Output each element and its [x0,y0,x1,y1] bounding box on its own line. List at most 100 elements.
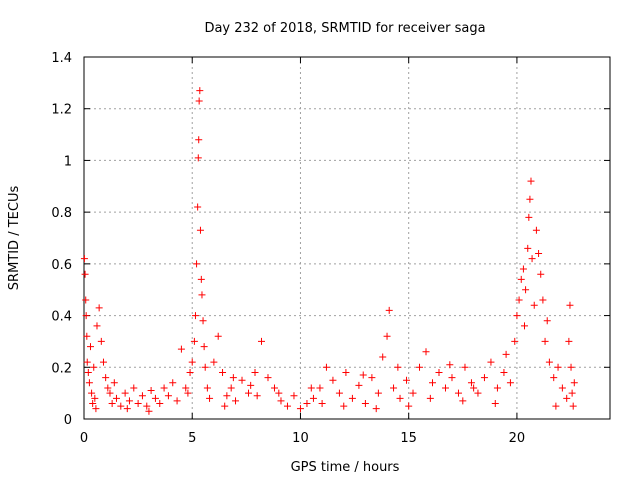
data-point [125,397,133,405]
data-point [502,350,510,358]
data-point [206,394,214,402]
data-point [200,343,208,351]
data-point [565,337,573,345]
data-point [511,337,519,345]
data-point [191,312,199,320]
data-point [275,389,283,397]
data-point [368,374,376,382]
data-point [85,379,93,387]
data-point [99,358,107,366]
x-tick-label: 10 [292,431,309,446]
data-point [422,348,430,356]
data-points [80,87,578,415]
data-point [143,402,151,410]
x-tick-label: 0 [80,431,88,446]
data-point [454,389,462,397]
data-point [322,363,330,371]
data-point [151,394,159,402]
data-point [203,384,211,392]
data-point [88,389,96,397]
data-point [355,381,363,389]
data-point [164,392,172,400]
data-point [526,195,534,203]
data-point [520,322,528,330]
data-point [474,389,482,397]
data-point [130,384,138,392]
data-point [535,250,543,258]
data-point [196,226,204,234]
data-point [117,402,125,410]
data-point [390,384,398,392]
data-point [82,296,90,304]
data-point [515,296,523,304]
data-point [396,394,404,402]
x-tick-label: 15 [400,431,417,446]
data-point [184,389,192,397]
data-point [441,384,449,392]
data-point [214,332,222,340]
data-point [210,358,218,366]
data-point [102,374,110,382]
y-tick-label: 0.8 [51,206,72,221]
data-point [82,312,90,320]
data-point [108,399,116,407]
y-tick-label: 0.2 [51,361,72,376]
data-point [90,363,98,371]
data-point [340,402,348,410]
data-point [238,376,246,384]
data-point [227,384,235,392]
data-point [513,312,521,320]
plot-frame [83,56,611,420]
data-point [545,358,553,366]
data-point [405,402,413,410]
data-point [525,213,533,221]
data-point [112,394,120,402]
data-point [487,358,495,366]
data-point [394,363,402,371]
data-point [480,374,488,382]
data-point [309,394,317,402]
data-point [567,363,575,371]
data-point [173,397,181,405]
data-point [196,87,204,95]
data-point [342,368,350,376]
y-tick-label: 1.4 [51,51,72,66]
data-point [558,384,566,392]
data-point [517,275,525,283]
data-point [264,374,272,382]
y-axis-label: SRMTID / TECUs [7,186,22,291]
data-point [385,306,393,314]
data-point [195,97,203,105]
data-point [550,374,558,382]
data-point [95,304,103,312]
data-point [307,384,315,392]
data-point [283,402,291,410]
data-point [86,343,94,351]
data-point [459,397,467,405]
data-point [470,384,478,392]
data-point [138,392,146,400]
y-tick-label: 0.4 [51,310,72,325]
data-point [522,286,530,294]
y-tick-label: 1.2 [51,103,72,118]
data-point [416,363,424,371]
chart-title: Day 232 of 2018, SRMTID for receiver sag… [204,21,485,36]
data-point [245,389,253,397]
y-tick-label: 1 [64,154,72,169]
data-point [532,226,540,234]
data-point [506,379,514,387]
data-point [528,255,536,263]
data-point [195,136,203,144]
data-point [570,379,578,387]
x-axis-label: GPS time / hours [291,460,400,475]
x-tick-label: 5 [188,431,196,446]
data-point [467,379,475,387]
data-point [83,358,91,366]
data-point [123,405,131,413]
data-point [403,376,411,384]
data-point [372,405,380,413]
data-point [121,389,129,397]
data-point [104,384,112,392]
data-point [156,399,164,407]
